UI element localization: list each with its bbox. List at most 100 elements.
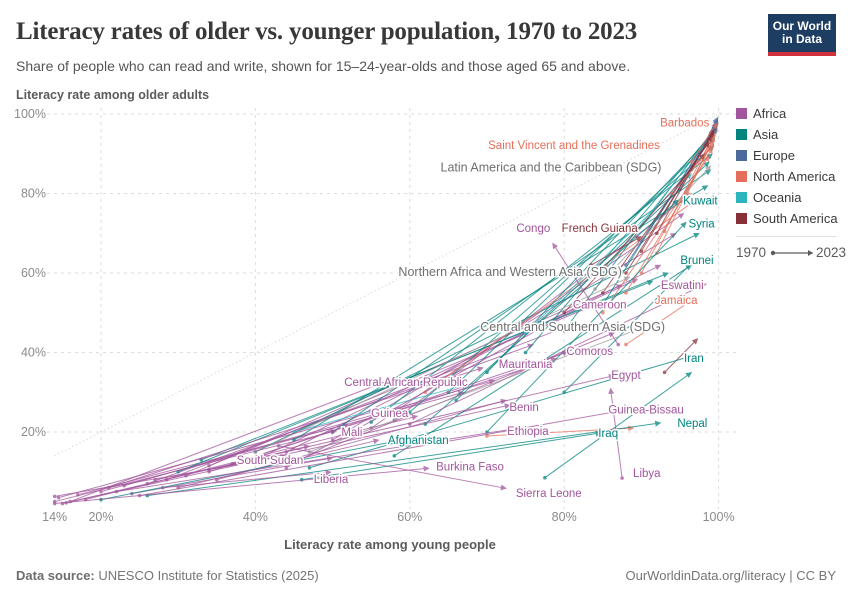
country-label-benin[interactable]: Benin	[508, 400, 540, 415]
chart-subtitle: Share of people who can read and write, …	[16, 58, 631, 74]
country-label-libya[interactable]: Libya	[632, 466, 663, 481]
legend-swatch-south_america	[736, 213, 747, 224]
country-label-jamaica[interactable]: Jamaica	[653, 294, 699, 309]
country-arrow-libya[interactable]	[608, 387, 624, 480]
legend-item-europe[interactable]: Europe	[736, 148, 846, 163]
legend-item-south_america[interactable]: South America	[736, 211, 846, 226]
country-label-ethiopia[interactable]: Ethiopia	[506, 424, 551, 439]
country-label-comoros[interactable]: Comoros	[565, 344, 615, 359]
country-arrow[interactable]	[562, 153, 706, 315]
period-start-label: 1970	[736, 245, 767, 260]
country-label-egypt[interactable]: Egypt	[610, 369, 643, 384]
country-label-brunei[interactable]: Brunei	[679, 253, 715, 268]
page-title: Literacy rates of older vs. younger popu…	[16, 18, 638, 45]
country-arrow-jamaica[interactable]	[624, 298, 695, 347]
country-arrow[interactable]	[423, 201, 695, 395]
country-arrow-latin-america-and-the-caribbean-sdg-[interactable]	[593, 165, 712, 291]
country-label-afghanistan[interactable]: Afghanistan	[386, 433, 450, 448]
owid-logo-line2: in Data	[781, 32, 822, 46]
svg-text:20%: 20%	[21, 425, 46, 439]
svg-text:100%: 100%	[14, 107, 46, 121]
country-label-south-sudan[interactable]: South Sudan	[235, 454, 305, 469]
country-arrow[interactable]	[543, 371, 692, 480]
y-axis-title: Literacy rate among older adults	[16, 88, 210, 102]
legend-divider	[736, 236, 836, 237]
svg-text:80%: 80%	[21, 187, 46, 201]
country-arrow-burkina-faso[interactable]	[52, 465, 430, 506]
svg-text:40%: 40%	[21, 346, 46, 360]
country-label-syria[interactable]: Syria	[687, 217, 717, 232]
country-arrow-guinea-bissau[interactable]	[137, 406, 632, 498]
data-source-note: Data source: UNESCO Institute for Statis…	[16, 568, 319, 583]
svg-text:20%: 20%	[88, 510, 113, 524]
svg-text:60%: 60%	[21, 266, 46, 280]
country-label-nepal[interactable]: Nepal	[676, 416, 709, 431]
svg-text:40%: 40%	[243, 510, 268, 524]
country-label-guinea[interactable]: Guinea	[370, 406, 411, 421]
legend-item-africa[interactable]: Africa	[736, 106, 846, 121]
owid-logo-line1: Our World	[772, 19, 832, 33]
country-label-kuwait[interactable]: Kuwait	[682, 194, 720, 209]
country-arrow[interactable]	[562, 124, 718, 333]
country-label-mali[interactable]: Mali	[340, 426, 364, 441]
owid-logo[interactable]: Our World in Data	[768, 14, 836, 56]
legend-label: South America	[753, 211, 838, 226]
legend-item-asia[interactable]: Asia	[736, 127, 846, 142]
country-label-liberia[interactable]: Liberia	[312, 472, 350, 487]
country-label-iran[interactable]: Iran	[682, 352, 705, 367]
legend-swatch-asia	[736, 129, 747, 140]
legend-item-north_america[interactable]: North America	[736, 169, 846, 184]
country-label-saint-vincent-and-the-grenadines[interactable]: Saint Vincent and the Grenadines	[487, 139, 662, 154]
country-label-cameroon[interactable]: Cameroon	[571, 298, 628, 313]
country-label-congo[interactable]: Congo	[515, 222, 552, 237]
country-arrow-south-sudan[interactable]	[153, 457, 264, 482]
legend-label: Africa	[753, 106, 787, 121]
country-label-burkina-faso[interactable]: Burkina Faso	[435, 460, 506, 475]
country-labels: Barbados Saint Vincent and the Grenadines…	[235, 116, 720, 502]
country-label-iraq[interactable]: Iraq	[597, 427, 620, 442]
legend-swatch-europe	[736, 150, 747, 161]
country-label-eswatini[interactable]: Eswatini	[659, 278, 705, 293]
legend-swatch-north_america	[736, 171, 747, 182]
country-arrow-iran[interactable]	[307, 355, 691, 470]
country-label-french-guiana[interactable]: French Guiana	[560, 222, 640, 237]
legend-label: Oceania	[753, 190, 802, 205]
legend-label: Asia	[753, 127, 779, 142]
country-arrow-ethiopia[interactable]	[114, 426, 515, 494]
country-arrow-liberia[interactable]	[160, 469, 332, 490]
period-arrow-icon	[770, 249, 813, 256]
country-arrow[interactable]	[215, 398, 507, 482]
country-label-central-and-southern-asia-sdg-[interactable]: Central and Southern Asia (SDG)	[479, 319, 667, 336]
country-label-latin-america-and-the-caribbean-sdg-[interactable]: Latin America and the Caribbean (SDG)	[439, 159, 663, 176]
period-legend: 1970 2023	[736, 245, 846, 260]
country-arrow[interactable]	[485, 425, 635, 438]
country-label-northern-africa-and-western-asia-sdg-[interactable]: Northern Africa and Western Asia (SDG)	[397, 264, 623, 281]
country-arrow-barbados[interactable]	[689, 122, 718, 164]
legend-label: Europe	[753, 148, 795, 163]
country-label-barbados[interactable]: Barbados	[659, 116, 711, 131]
axis-tick-labels: 14% 20% 40% 60% 80% 100% 20% 40% 60% 80% 100%	[14, 107, 735, 524]
footer: Data source: UNESCO Institute for Statis…	[16, 568, 836, 583]
country-arrow-french-guiana[interactable]	[589, 235, 642, 267]
country-arrow[interactable]	[655, 128, 715, 236]
country-arrow-sierra-leone[interactable]	[276, 444, 507, 491]
country-label-guinea-bissau[interactable]: Guinea-Bissau	[607, 403, 685, 418]
country-label-central-african-republic[interactable]: Central African Republic	[343, 375, 470, 390]
legend-swatch-oceania	[736, 192, 747, 203]
country-arrow-saint-vincent-and-the-grenadines[interactable]	[670, 143, 715, 196]
country-arrow[interactable]	[523, 127, 717, 355]
footer-license-link[interactable]: OurWorldinData.org/literacy | CC BY	[625, 568, 836, 583]
legend-item-oceania[interactable]: Oceania	[736, 190, 846, 205]
svg-text:60%: 60%	[397, 510, 422, 524]
country-arrow-kuwait[interactable]	[423, 199, 679, 426]
country-arrow[interactable]	[662, 338, 699, 375]
svg-text:100%: 100%	[703, 510, 735, 524]
country-arrow-congo[interactable]	[552, 242, 621, 347]
country-label-sierra-leone[interactable]: Sierra Leone	[514, 487, 583, 502]
country-label-mauritania[interactable]: Mauritania	[497, 358, 554, 373]
country-arrow-guinea[interactable]	[56, 409, 376, 500]
svg-text:14%: 14%	[42, 510, 67, 524]
continent-legend: Africa Asia Europe North America Oceania Sout…	[736, 106, 846, 260]
period-end-label: 2023	[815, 245, 846, 260]
